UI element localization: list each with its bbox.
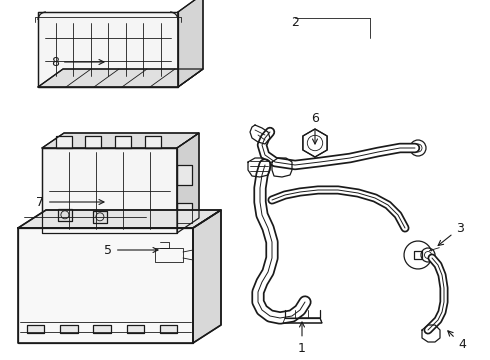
- Polygon shape: [177, 165, 192, 185]
- Polygon shape: [414, 251, 422, 259]
- Polygon shape: [160, 325, 177, 333]
- Polygon shape: [55, 136, 72, 148]
- Polygon shape: [38, 12, 178, 87]
- Polygon shape: [58, 209, 72, 221]
- Polygon shape: [193, 210, 221, 343]
- Polygon shape: [93, 325, 111, 333]
- Polygon shape: [93, 211, 107, 223]
- Text: 3: 3: [438, 221, 464, 246]
- Polygon shape: [303, 129, 327, 157]
- Polygon shape: [115, 136, 131, 148]
- Polygon shape: [60, 325, 77, 333]
- Polygon shape: [126, 325, 144, 333]
- Polygon shape: [18, 228, 193, 343]
- Polygon shape: [178, 0, 203, 87]
- Text: 1: 1: [298, 322, 306, 355]
- Polygon shape: [42, 133, 199, 148]
- Polygon shape: [42, 148, 177, 233]
- Polygon shape: [160, 242, 169, 248]
- Text: 5: 5: [104, 243, 158, 256]
- Text: 2: 2: [291, 15, 299, 28]
- Polygon shape: [283, 318, 322, 323]
- Polygon shape: [177, 203, 192, 223]
- Polygon shape: [155, 248, 183, 262]
- Text: 7: 7: [36, 195, 104, 208]
- Text: 4: 4: [448, 331, 466, 351]
- Polygon shape: [177, 133, 199, 233]
- Text: 6: 6: [311, 112, 319, 144]
- Polygon shape: [27, 325, 44, 333]
- Polygon shape: [85, 136, 101, 148]
- Text: 8: 8: [51, 55, 104, 68]
- Polygon shape: [145, 136, 161, 148]
- Polygon shape: [18, 210, 221, 228]
- Polygon shape: [38, 69, 203, 87]
